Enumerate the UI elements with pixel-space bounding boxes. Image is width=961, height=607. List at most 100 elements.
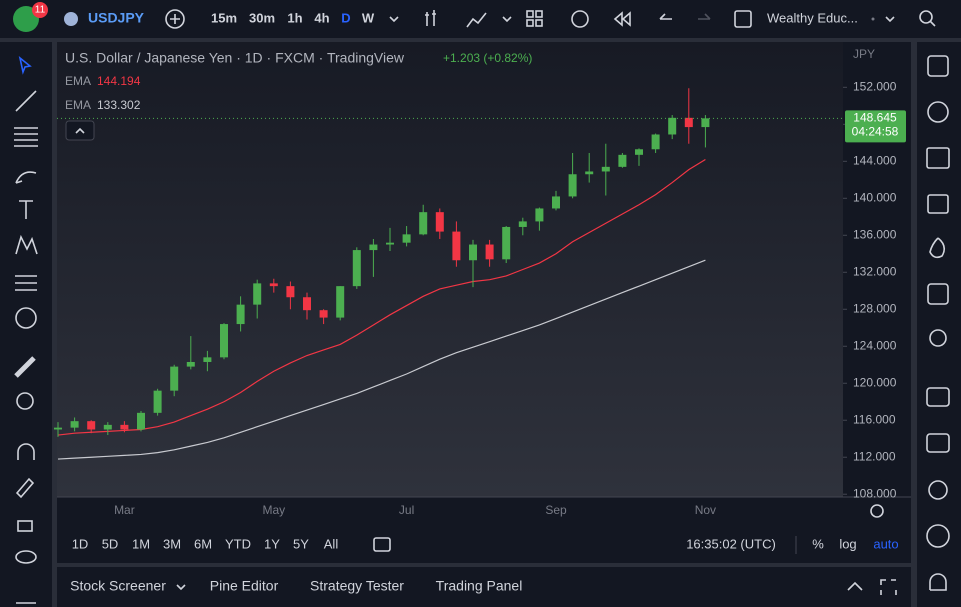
watchlist[interactable] (927, 55, 949, 77)
layout-name[interactable]: Wealthy Educ... (767, 10, 858, 25)
panel-tab[interactable]: Strategy Tester (310, 578, 404, 594)
layout-icon[interactable] (526, 10, 534, 18)
candle-body (54, 427, 62, 430)
pattern-tool[interactable] (15, 234, 38, 255)
screener-dropdown[interactable] (176, 584, 186, 591)
chart-type[interactable] (425, 10, 436, 26)
brush-tool[interactable] (15, 171, 37, 184)
text-tool[interactable] (19, 200, 33, 219)
prediction-tool[interactable] (15, 275, 37, 291)
percent-toggle[interactable]: % (812, 536, 824, 551)
panel-tab[interactable]: Trading Panel (436, 578, 523, 594)
icons-tool[interactable] (15, 307, 37, 329)
save-checkbox[interactable] (734, 10, 752, 28)
candle-body (153, 390, 162, 413)
indicators-dropdown[interactable] (502, 16, 512, 23)
news[interactable] (926, 147, 950, 169)
cursor-tool[interactable] (18, 55, 32, 75)
candle-body (70, 421, 79, 428)
redo[interactable] (698, 13, 711, 20)
candle-body (651, 134, 660, 150)
fib-tool[interactable] (14, 127, 38, 147)
candle-body (236, 304, 245, 325)
lock-all[interactable] (17, 520, 33, 532)
x-tick-label: Nov (695, 503, 716, 517)
settings[interactable] (870, 504, 884, 518)
y-tick-label: 132.000 (853, 264, 897, 278)
alert[interactable] (571, 10, 589, 28)
alerts[interactable] (927, 101, 949, 123)
y-tick-label: 144.000 (853, 153, 897, 167)
range-button[interactable]: 1D (72, 536, 89, 551)
countdown: 04:24:58 (852, 125, 899, 139)
range-button[interactable]: All (324, 536, 339, 551)
layout-dropdown[interactable] (885, 16, 895, 23)
y-tick-label: 140.000 (853, 190, 897, 204)
interval-button[interactable]: D (341, 10, 350, 25)
date-range[interactable] (373, 537, 391, 552)
candle-body (103, 424, 112, 430)
symbol[interactable]: USDJPY (88, 10, 145, 26)
notifications[interactable] (929, 573, 947, 591)
interval-button[interactable]: 4h (314, 10, 329, 25)
y-tick-label: 124.000 (853, 338, 897, 352)
hide-tool[interactable] (15, 550, 37, 564)
x-tick-label: May (262, 503, 285, 517)
candle-body (120, 424, 129, 430)
badge-count: 11 (35, 5, 46, 16)
range-button[interactable]: 1M (132, 536, 150, 551)
panel-tab[interactable]: Pine Editor (210, 578, 279, 594)
add-symbol-plus (170, 14, 180, 24)
ideas[interactable] (929, 329, 947, 347)
magnet-tool[interactable] (17, 443, 35, 460)
replay[interactable] (613, 11, 631, 27)
add-symbol[interactable] (165, 9, 185, 29)
ema-value: 144.194 (97, 74, 141, 88)
lock-drawing[interactable] (15, 477, 35, 499)
calls[interactable] (926, 524, 950, 548)
candle-body (220, 324, 228, 358)
auto-toggle[interactable]: auto (873, 536, 898, 551)
interval-button[interactable]: 15m (211, 10, 237, 25)
ema-line (57, 158, 706, 436)
data-window[interactable] (927, 194, 949, 214)
chats[interactable] (926, 387, 950, 407)
hotlists[interactable] (929, 237, 946, 259)
notification-badge (32, 2, 48, 18)
candle-body (319, 310, 328, 318)
streams[interactable] (928, 480, 948, 500)
candle-body (469, 244, 477, 261)
calendar[interactable] (927, 283, 949, 305)
zoom-tool[interactable] (16, 392, 34, 410)
chart-plot: 108.000 112.000 116.000 120.000 124.000 128.0… (54, 74, 906, 517)
range-button[interactable]: 5Y (293, 536, 309, 551)
interval-button[interactable]: W (362, 10, 375, 25)
ruler-tool[interactable] (14, 356, 36, 378)
range-button[interactable]: YTD (225, 536, 251, 551)
range-button[interactable]: 6M (194, 536, 212, 551)
range-button[interactable]: 5D (102, 536, 119, 551)
search[interactable] (919, 10, 933, 24)
panel-tab[interactable]: Stock Screener (70, 578, 166, 594)
range-button[interactable]: 3M (163, 536, 181, 551)
interval-button[interactable]: 1h (287, 10, 302, 25)
clock[interactable]: 16:35:02 (UTC) (686, 536, 776, 551)
collapse-legend[interactable] (65, 120, 95, 141)
time-axis (57, 497, 911, 527)
chart-title: U.S. Dollar / Japanese Yen · 1D · FXCM ·… (65, 50, 405, 66)
indicators[interactable] (466, 12, 487, 28)
interval-dropdown[interactable] (389, 16, 399, 23)
last-price-label: 148.645 (853, 111, 897, 125)
y-tick-label: 120.000 (853, 375, 897, 389)
ema-name: EMA (65, 98, 91, 112)
log-toggle[interactable]: log (839, 536, 856, 551)
interval-button[interactable]: 30m (249, 10, 275, 25)
messages[interactable] (926, 433, 950, 453)
trend-line-tool[interactable] (15, 90, 37, 112)
fullscreen[interactable] (880, 579, 897, 595)
undo[interactable] (659, 13, 672, 20)
range-button[interactable]: 1Y (264, 536, 280, 551)
y-tick-label: 108.000 (853, 486, 897, 500)
maximize-panel[interactable] (847, 581, 863, 591)
